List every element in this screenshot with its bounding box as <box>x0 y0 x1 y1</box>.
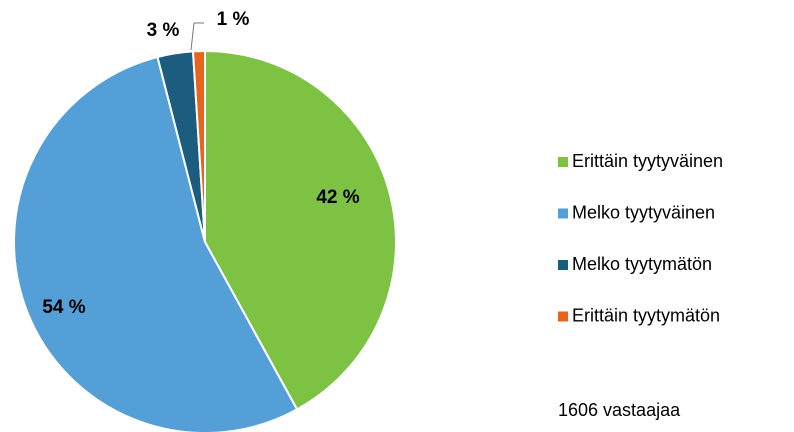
legend-label: Erittäin tyytymätön <box>572 305 720 325</box>
legend-label: Melko tyytyväinen <box>572 202 715 222</box>
legend-swatch <box>558 260 568 270</box>
legend-swatch <box>558 157 568 167</box>
legend-swatch <box>558 208 568 219</box>
data-label: 42 % <box>316 187 359 208</box>
pie-slice <box>13 55 299 432</box>
annotation: 1606 vastaajaa <box>558 400 681 420</box>
data-label: 1 % <box>217 9 250 30</box>
data-label: 54 % <box>42 297 85 318</box>
legend-swatch <box>558 311 568 322</box>
leader-line <box>190 22 204 51</box>
legend-label: Erittäin tyytyväinen <box>572 151 723 171</box>
pie-slice <box>191 49 206 243</box>
data-label: 3 % <box>147 20 180 41</box>
legend-label: Melko tyytymätön <box>572 254 712 274</box>
pie-slice <box>204 49 397 411</box>
